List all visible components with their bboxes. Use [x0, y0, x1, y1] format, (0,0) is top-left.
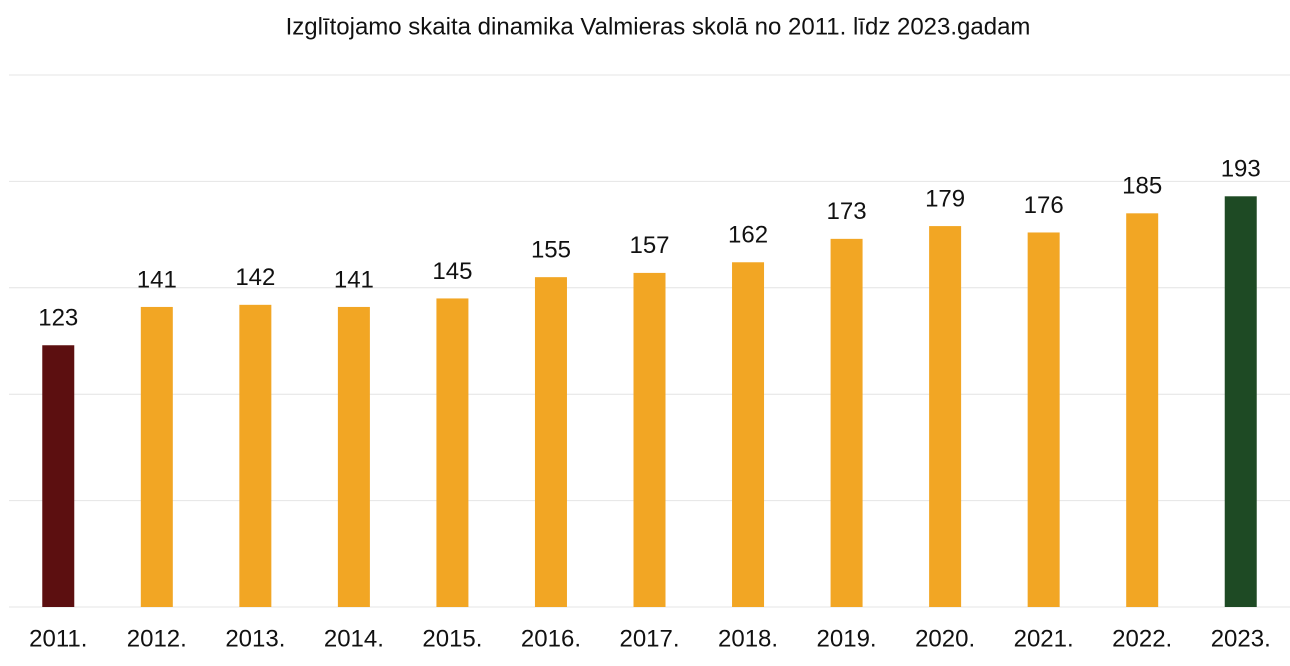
data-label: 155: [531, 237, 571, 264]
data-label: 193: [1221, 156, 1261, 183]
data-label: 173: [827, 198, 867, 225]
bar: [42, 345, 75, 607]
data-label: 141: [334, 266, 374, 293]
bar: [1126, 213, 1159, 607]
x-tick-label: 2013.: [225, 625, 285, 652]
x-tick-label: 2019.: [817, 625, 877, 652]
x-tick-label: 2017.: [619, 625, 679, 652]
bar: [140, 306, 173, 607]
x-tick-label: 2022.: [1112, 625, 1172, 652]
bar: [436, 298, 469, 607]
x-tick-label: 2015.: [422, 625, 482, 652]
bar: [732, 262, 765, 607]
data-label: 145: [432, 258, 472, 285]
bar: [633, 272, 666, 607]
x-tick-label: 2021.: [1014, 625, 1074, 652]
x-tick-label: 2011.: [29, 625, 87, 652]
data-label: 123: [38, 305, 78, 332]
data-label: 157: [629, 232, 669, 259]
bar: [1027, 232, 1060, 608]
bar: [830, 238, 863, 607]
chart-title: Izglītojamo skaita dinamika Valmieras sk…: [286, 13, 1031, 40]
x-tick-label: 2014.: [324, 625, 384, 652]
data-label: 179: [925, 185, 965, 212]
bar: [1224, 196, 1257, 607]
data-label: 162: [728, 222, 768, 249]
bar: [534, 277, 567, 607]
data-label: 176: [1024, 192, 1064, 219]
data-label: 142: [235, 264, 275, 291]
data-label: 185: [1122, 173, 1162, 200]
x-tick-label: 2018.: [718, 625, 778, 652]
x-tick-label: 2020.: [915, 625, 975, 652]
x-tick-label: 2016.: [521, 625, 581, 652]
bar: [929, 226, 962, 607]
x-tick-label: 2023.: [1211, 625, 1271, 652]
bar: [239, 304, 272, 607]
x-tick-label: 2012.: [127, 625, 187, 652]
data-label: 141: [137, 266, 177, 293]
bar: [337, 306, 370, 607]
